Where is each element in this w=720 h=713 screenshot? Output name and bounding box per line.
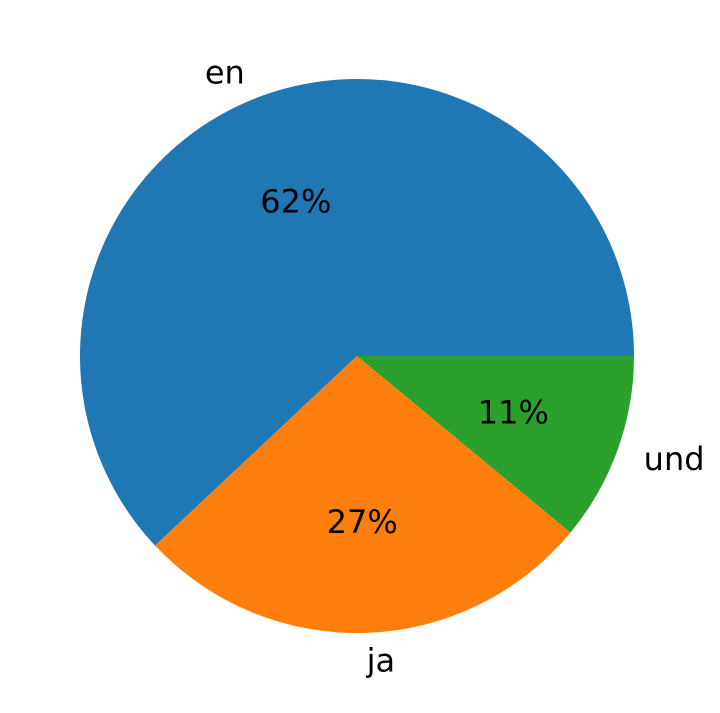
category-label-ja: ja [366,642,396,680]
percent-label-und: 11% [478,393,549,431]
pie-slice-ja [155,356,571,634]
percent-label-en: 62% [260,182,331,220]
category-label-und: und [644,440,705,478]
pie-labels: en 62% ja 27% und 11% [205,54,705,680]
pie-slice-und [357,356,634,533]
pie-slice-en [79,78,634,546]
category-label-en: en [205,54,245,92]
pie-slices [79,78,634,634]
percent-label-ja: 27% [327,503,398,541]
